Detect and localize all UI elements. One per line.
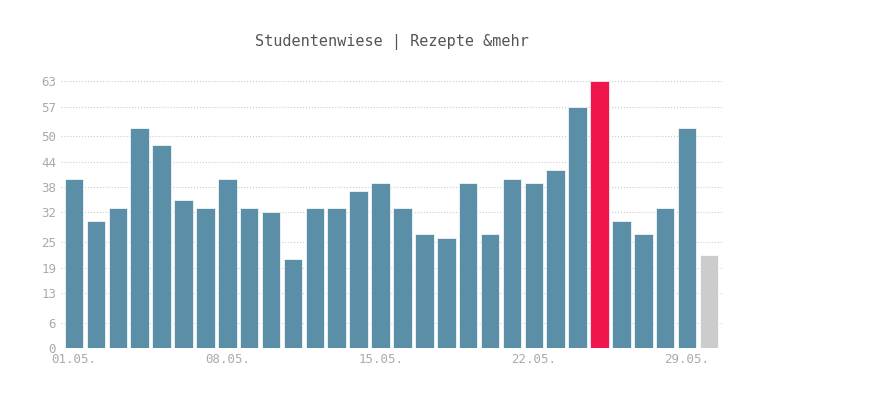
Bar: [283, 259, 302, 348]
Bar: [699, 255, 718, 348]
Bar: [436, 238, 455, 348]
Legend: eindeutige Besucher, bester Tag, heutiger Tag: eindeutige Besucher, bester Tag, heutige…: [191, 394, 591, 400]
Bar: [196, 208, 215, 348]
Bar: [109, 208, 127, 348]
Bar: [64, 178, 83, 348]
Bar: [458, 183, 477, 348]
Bar: [634, 234, 652, 348]
Bar: [655, 208, 673, 348]
Bar: [415, 234, 433, 348]
Bar: [546, 170, 564, 348]
Bar: [371, 183, 389, 348]
Bar: [327, 208, 346, 348]
Bar: [524, 183, 542, 348]
Bar: [502, 178, 521, 348]
Bar: [567, 106, 587, 348]
Bar: [305, 208, 324, 348]
Bar: [393, 208, 411, 348]
Bar: [174, 200, 193, 348]
Bar: [240, 208, 258, 348]
Bar: [87, 221, 105, 348]
Bar: [589, 81, 608, 348]
Bar: [152, 145, 170, 348]
Bar: [612, 221, 630, 348]
Bar: [218, 178, 236, 348]
Bar: [677, 128, 695, 348]
Bar: [481, 234, 499, 348]
Bar: [349, 191, 368, 348]
Title: Studentenwiese | Rezepte &mehr: Studentenwiese | Rezepte &mehr: [255, 34, 527, 50]
Bar: [130, 128, 149, 348]
Bar: [262, 212, 280, 348]
